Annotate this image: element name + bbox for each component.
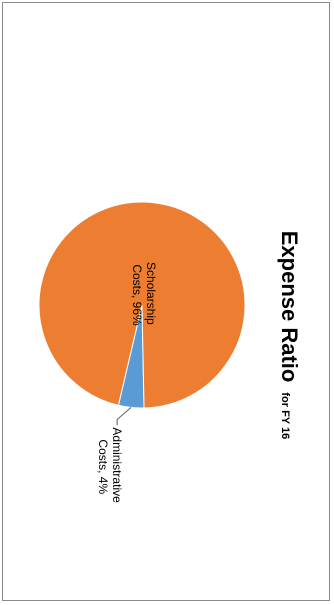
chart-title: Expense Ratio for FY 16 <box>277 231 302 439</box>
leader-line <box>116 407 132 426</box>
slice-label-administrative-line1: Administrative <box>110 427 124 503</box>
pie-slices <box>38 201 246 409</box>
slice-label-scholarship: Scholarship Costs, 96% <box>130 262 158 328</box>
slice-label-administrative-line2: Costs, 4% <box>96 439 110 494</box>
slice-label-administrative: Administrative Costs, 4% <box>96 427 124 506</box>
chart-title-main: Expense Ratio <box>277 231 302 383</box>
slice-label-scholarship-line1: Scholarship <box>144 262 158 325</box>
chart-title-sub: for FY 16 <box>279 392 291 439</box>
slice-label-scholarship-line2: Costs, 96% <box>130 264 144 326</box>
pie-slice-scholarship <box>38 201 246 409</box>
